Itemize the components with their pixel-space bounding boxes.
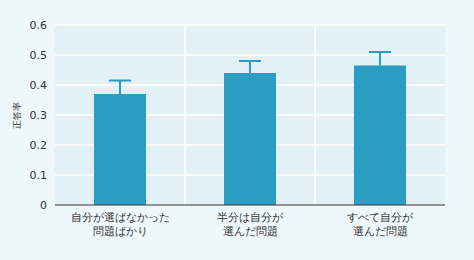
bar [224,73,276,205]
grid-line [55,24,445,26]
error-bar [109,81,131,95]
tick-label: 0.1 [30,169,48,182]
category-label: 半分は自分が選んだ問題 [217,211,284,237]
error-cap [109,80,131,82]
tick-label: 0.2 [30,139,48,152]
tick-label: 0 [40,199,47,212]
error-bar [239,61,261,73]
error-cap [239,60,261,62]
grid-line [55,54,445,56]
tick-label: 0.5 [30,49,48,62]
label-line: 選んだ問題 [223,225,278,237]
error-stem [379,52,381,66]
category-label: すべて自分が選んだ問題 [347,211,414,237]
label-line: 選んだ問題 [353,225,408,237]
error-cap [369,51,391,53]
label-line: 自分が選ばなかった [71,211,170,223]
plot-area [55,25,445,205]
error-stem [249,61,251,73]
tick-label: 0.3 [30,109,48,122]
chart: 00.10.20.30.40.50.6自分が選ばなかった問題ばかり半分は自分が選… [0,0,474,260]
category-label: 自分が選ばなかった問題ばかり [71,211,170,237]
separator [184,25,186,205]
separator [314,25,316,205]
tick-label: 0.4 [30,79,48,92]
label-line: すべて自分が [347,211,414,224]
bar [94,94,146,205]
background [0,0,474,260]
tick-label: 0.6 [30,19,48,32]
chart-container: 00.10.20.30.40.50.6自分が選ばなかった問題ばかり半分は自分が選… [0,0,474,260]
error-stem [119,81,121,95]
label-line: 半分は自分が [217,211,284,223]
marks [94,52,406,205]
label-line: 問題ばかり [93,225,148,237]
bar [354,66,406,206]
y-axis-label: 正答率 [12,102,22,129]
baseline [55,205,445,206]
error-bar [369,52,391,66]
